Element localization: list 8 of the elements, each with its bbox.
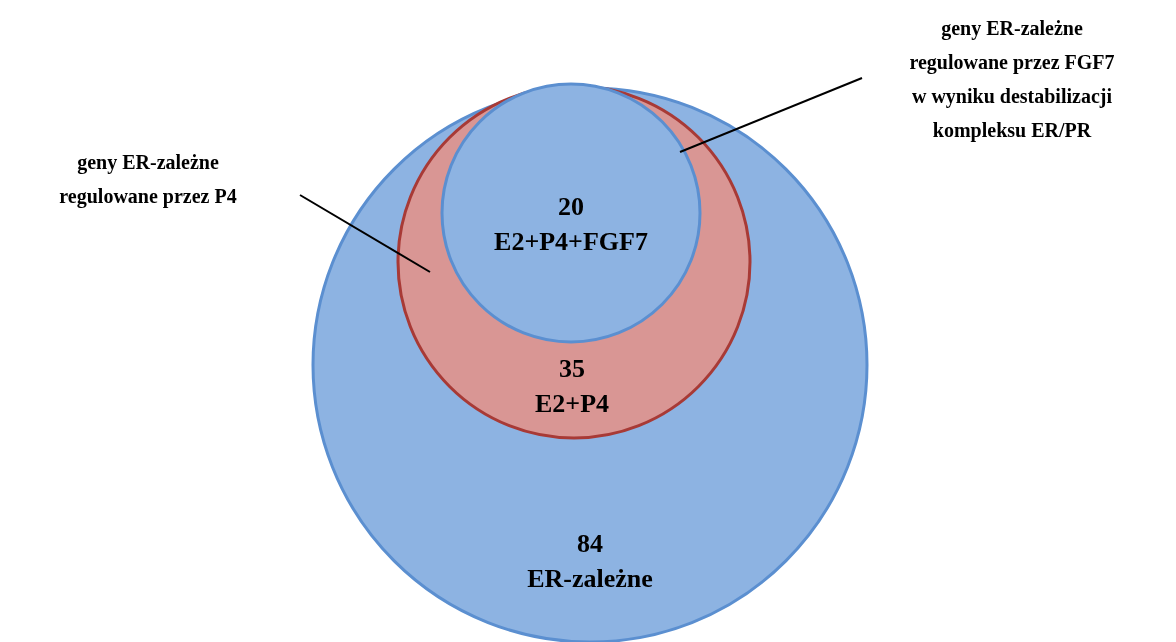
data-label: 35 bbox=[559, 353, 585, 383]
data-label: 84 bbox=[577, 528, 603, 558]
data-label: 20 bbox=[558, 191, 584, 221]
text: geny ER-zależne regulowane przez P4 bbox=[59, 151, 237, 209]
category-label: E2+P4 bbox=[534, 388, 610, 418]
category-label: ER-zależne bbox=[527, 563, 653, 593]
category-label: E2+P4+FGF7 bbox=[494, 226, 648, 256]
text: geny ER-zależne regulowane przez FGF7 w wyniku destabilizacji kompleksu ER/PR bbox=[909, 17, 1115, 143]
